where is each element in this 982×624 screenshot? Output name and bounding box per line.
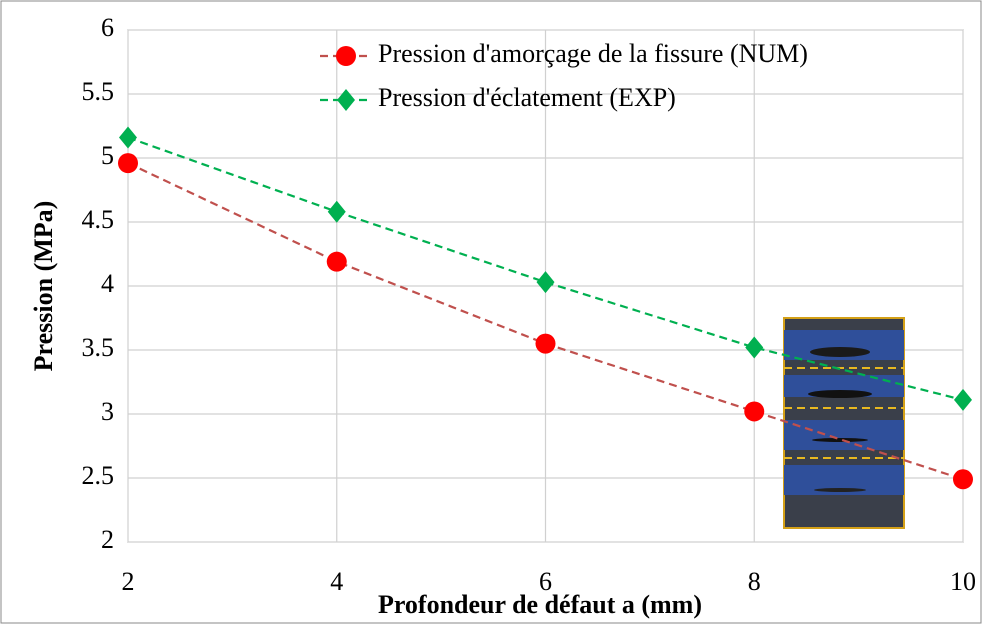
data-point: [536, 271, 555, 294]
legend-label: Pression d'éclatement (EXP): [378, 83, 676, 112]
y-tick-label: 5: [101, 141, 114, 170]
x-tick-label: 8: [748, 567, 761, 596]
y-tick-label: 2.5: [82, 461, 115, 490]
legend-marker: [336, 46, 356, 66]
series-line: [127, 136, 964, 401]
data-point: [953, 469, 973, 490]
data-point: [119, 126, 137, 149]
legend-marker: [337, 89, 355, 111]
x-axis-label: Profondeur de défaut a (mm): [378, 590, 702, 619]
data-point: [954, 388, 972, 411]
data-point: [535, 333, 556, 354]
data-point: [118, 153, 138, 174]
data-point: [745, 336, 764, 359]
y-axis-label: Pression (MPa): [29, 201, 58, 372]
y-tick-label: 4: [101, 269, 114, 298]
data-point: [327, 200, 346, 223]
inset-photo: [783, 317, 905, 529]
data-point: [326, 251, 347, 272]
x-tick-label: 10: [950, 567, 976, 596]
legend-label: Pression d'amorçage de la fissure (NUM): [378, 39, 808, 68]
y-tick-label: 6: [101, 13, 114, 42]
x-tick-label: 2: [122, 567, 135, 596]
y-tick-label: 4.5: [82, 205, 115, 234]
y-tick-label: 5.5: [82, 77, 115, 106]
y-tick-label: 2: [101, 525, 114, 554]
x-tick-label: 4: [330, 567, 343, 596]
y-tick-label: 3.5: [82, 333, 115, 362]
y-tick-label: 3: [101, 397, 114, 426]
data-point: [744, 401, 765, 422]
x-tick-label: 6: [539, 567, 552, 596]
